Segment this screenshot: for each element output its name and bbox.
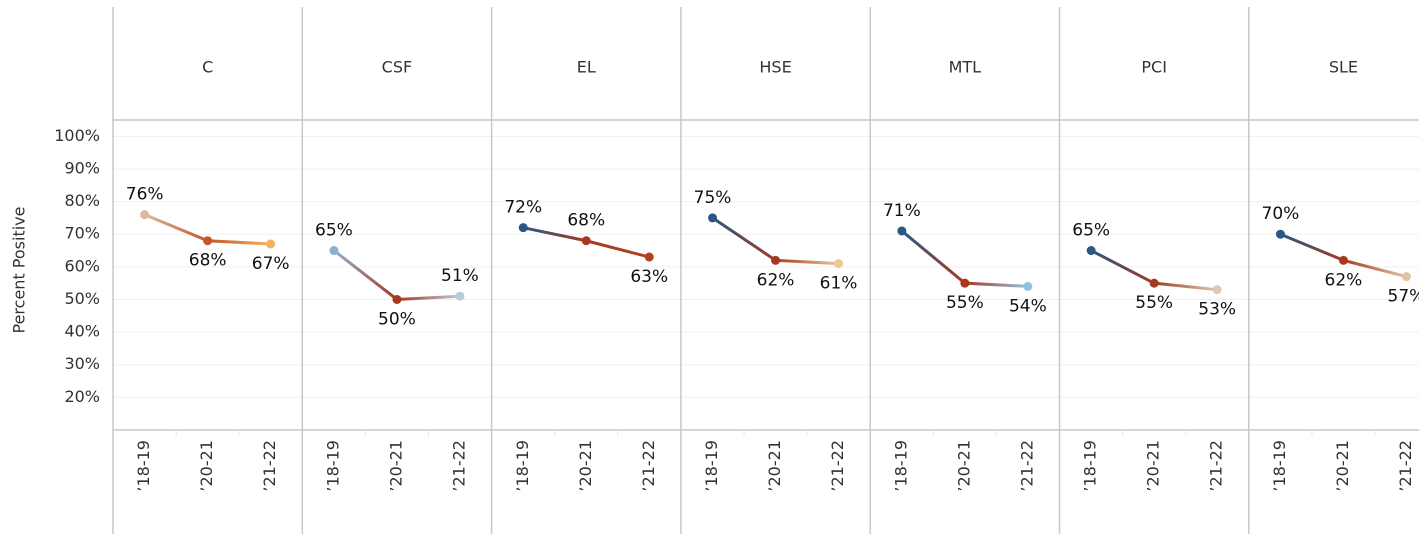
data-label: 68% (567, 211, 605, 231)
x-tick-label: ’20-21 (1144, 440, 1163, 492)
data-point (581, 236, 591, 246)
data-label: 68% (189, 251, 227, 271)
y-tick-label: 40% (64, 322, 100, 341)
data-label: 62% (1325, 270, 1363, 290)
x-tick-label: ’20-21 (1333, 440, 1352, 492)
x-tick-label: ’20-21 (954, 440, 973, 492)
panel-title: SLE (1329, 58, 1358, 77)
x-tick-label: ’21-22 (1017, 440, 1036, 492)
data-point (203, 236, 213, 246)
data-label: 55% (1135, 293, 1173, 313)
data-point (771, 255, 781, 265)
y-tick-label: 20% (64, 387, 100, 406)
y-tick-label: 30% (64, 354, 100, 373)
data-label: 51% (441, 266, 479, 286)
y-axis-label: Percent Positive (10, 207, 29, 334)
data-label: 72% (504, 198, 542, 218)
data-point (455, 291, 465, 301)
data-label: 62% (757, 270, 795, 290)
panel-title: C (202, 58, 213, 77)
data-label: 55% (946, 293, 984, 313)
data-point (1212, 285, 1222, 295)
data-label: 75% (694, 188, 732, 208)
x-tick-label: ’18-19 (323, 440, 342, 492)
data-point (897, 226, 907, 236)
x-tick-label: ’21-22 (639, 440, 658, 492)
data-point (708, 213, 718, 223)
data-point (329, 246, 339, 256)
data-point (960, 278, 970, 288)
x-tick-label: ’21-22 (1396, 440, 1415, 492)
y-tick-label: 50% (64, 289, 100, 308)
data-label: 65% (1072, 221, 1110, 241)
data-label: 53% (1198, 300, 1236, 320)
data-label: 67% (252, 254, 290, 274)
x-tick-label: ’21-22 (1207, 440, 1226, 492)
x-tick-label: ’20-21 (765, 440, 784, 492)
data-label: 50% (378, 309, 416, 329)
x-tick-label: ’21-22 (449, 440, 468, 492)
series-line (900, 229, 1028, 288)
panel-title: PCI (1141, 58, 1167, 77)
x-tick-label: ’21-22 (828, 440, 847, 492)
panel-title: MTL (949, 58, 982, 77)
x-tick-label: ’20-21 (386, 440, 405, 492)
data-point (1275, 229, 1285, 239)
y-tick-label: 90% (64, 158, 100, 177)
panel-title: CSF (382, 58, 413, 77)
x-tick-label: ’18-19 (1081, 440, 1100, 492)
data-label: 76% (126, 185, 164, 205)
panel-title: HSE (759, 58, 791, 77)
data-point (266, 239, 276, 249)
data-point (1401, 272, 1411, 282)
data-point (140, 210, 150, 220)
x-tick-label: ’20-21 (197, 440, 216, 492)
data-label: 70% (1262, 204, 1300, 224)
x-tick-label: ’20-21 (576, 440, 595, 492)
data-label: 71% (883, 201, 921, 221)
data-label: 54% (1009, 296, 1047, 316)
data-label: 65% (315, 221, 353, 241)
data-point (1338, 255, 1348, 265)
data-label: 63% (630, 267, 668, 287)
y-tick-label: 80% (64, 191, 100, 210)
x-tick-label: ’18-19 (891, 440, 910, 492)
y-tick-label: 70% (64, 224, 100, 243)
x-tick-label: ’18-19 (134, 440, 153, 492)
data-point (1086, 246, 1096, 256)
panel-title: EL (577, 58, 596, 77)
y-tick-label: 100% (54, 126, 100, 145)
x-tick-label: ’18-19 (702, 440, 721, 492)
x-tick-label: ’18-19 (1270, 440, 1289, 492)
x-tick-label: ’21-22 (260, 440, 279, 492)
x-tick-label: ’18-19 (513, 440, 532, 492)
data-point (518, 223, 528, 233)
data-point (392, 294, 402, 304)
y-tick-label: 60% (64, 256, 100, 275)
data-point (644, 252, 654, 262)
data-point (1023, 281, 1033, 291)
data-label: 57% (1388, 287, 1419, 307)
data-label: 61% (820, 274, 858, 294)
data-point (834, 259, 844, 269)
data-point (1149, 278, 1159, 288)
